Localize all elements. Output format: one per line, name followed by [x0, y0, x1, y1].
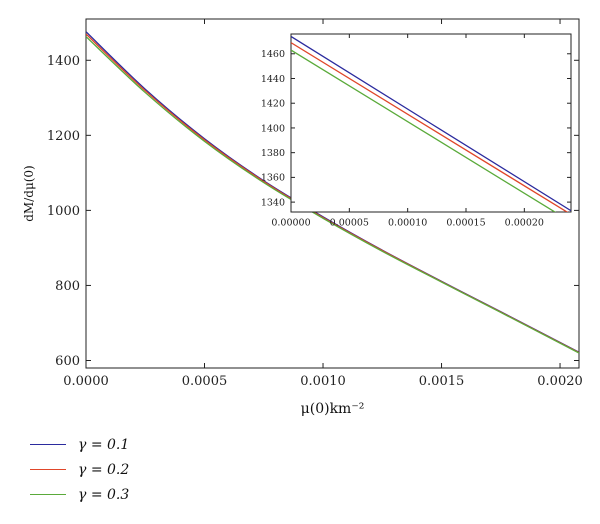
- main-series-group: [86, 31, 579, 354]
- legend-label: γ = 0.2: [78, 461, 130, 478]
- inset-series-line-1: [291, 35, 571, 212]
- main-ytick-label: 1400: [47, 54, 80, 69]
- inset-series-line-3: [291, 49, 557, 212]
- x-axis-label: μ(0)km⁻²: [301, 401, 365, 417]
- legend: γ = 0.1 γ = 0.2 γ = 0.3: [30, 432, 129, 507]
- legend-item-3: γ = 0.3: [30, 482, 129, 507]
- inset-ytick-label: 1360: [261, 173, 285, 184]
- inset-xtick-label: 0.00005: [330, 218, 369, 229]
- inset-xtick-label: 0.00020: [505, 218, 544, 229]
- legend-swatch: [30, 494, 66, 495]
- inset-ytick-label: 1400: [261, 123, 285, 134]
- main-xtick-label: 0.0015: [419, 374, 465, 389]
- legend-item-1: γ = 0.1: [30, 432, 129, 457]
- legend-label: γ = 0.1: [78, 436, 130, 453]
- main-series-line-3: [86, 36, 579, 354]
- chart-svg: 0.0000 0.0005 0.0010 0.0015 0.0020 600 800 1000…: [22, 18, 583, 417]
- inset-plot: 0.00000 0.00005 0.00010 0.00015 0.00020 1340 1…: [261, 33, 572, 229]
- main-ytick-label: 1200: [47, 129, 80, 144]
- inset-ytick-label: 1340: [261, 197, 285, 208]
- main-xtick-label: 0.0005: [182, 374, 228, 389]
- main-ytick-label: 1000: [47, 204, 80, 219]
- main-xtick-label: 0.0000: [63, 374, 109, 389]
- main-xtick-label: 0.0010: [300, 374, 346, 389]
- inset-ytick-label: 1420: [261, 99, 285, 110]
- legend-swatch: [30, 469, 66, 470]
- inset-xtick-label: 0.00010: [388, 218, 427, 229]
- legend-item-2: γ = 0.2: [30, 457, 129, 482]
- inset-ytick-label: 1440: [261, 74, 285, 85]
- inset-ytick-label: 1460: [261, 49, 285, 60]
- inset-xtick-label: 0.00000: [271, 218, 310, 229]
- main-ytick-label: 800: [55, 279, 80, 294]
- y-axis-label: dM/dμ(0): [22, 165, 36, 222]
- legend-label: γ = 0.3: [78, 486, 130, 503]
- main-ytick-label: 600: [55, 354, 80, 369]
- inset-xtick-label: 0.00015: [446, 218, 485, 229]
- inset-series-line-2: [291, 42, 569, 212]
- legend-swatch: [30, 444, 66, 445]
- main-xtick-label: 0.0020: [537, 374, 583, 389]
- inset-ytick-label: 1380: [261, 148, 285, 159]
- inset-series-group: [291, 35, 571, 212]
